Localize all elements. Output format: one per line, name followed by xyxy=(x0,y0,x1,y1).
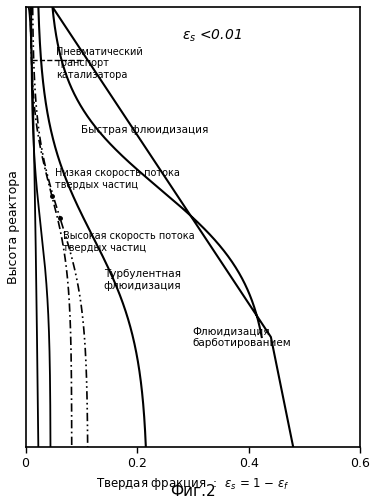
Text: Фиг.2: Фиг.2 xyxy=(170,484,216,498)
X-axis label: Твердая фракция  :  $\varepsilon_s$ = 1 $-$ $\varepsilon_f$: Твердая фракция : $\varepsilon_s$ = 1 $-… xyxy=(96,476,290,492)
Y-axis label: Высота реактора: Высота реактора xyxy=(7,170,20,284)
Text: $\varepsilon_s$ <0.01: $\varepsilon_s$ <0.01 xyxy=(182,28,241,44)
Text: Турбулентная
флюидизация: Турбулентная флюидизация xyxy=(104,269,181,290)
Text: Пневматический
транспорт
катализатора: Пневматический транспорт катализатора xyxy=(56,46,143,80)
Text: Низкая скорость потока
твердых частиц: Низкая скорость потока твердых частиц xyxy=(55,168,180,190)
Text: Быстрая флюидизация: Быстрая флюидизация xyxy=(81,125,208,135)
Text: Флюидизация
барботированием: Флюидизация барботированием xyxy=(193,326,291,348)
Text: Высокая скорость потока
твердых частиц: Высокая скорость потока твердых частиц xyxy=(63,232,195,253)
